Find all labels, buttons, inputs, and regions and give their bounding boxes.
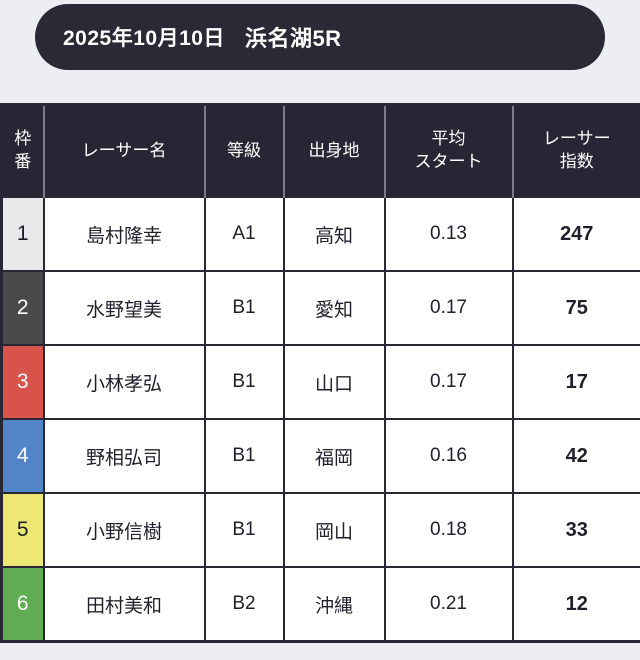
avg-start-cell: 0.16 <box>383 418 514 494</box>
table-row: 1 島村隆幸 A1 高知 0.13 247 <box>0 196 640 272</box>
table-row: 5 小野信樹 B1 岡山 0.18 33 <box>0 492 640 568</box>
waku-number-cell: 1 <box>0 196 45 272</box>
race-date: 2025年10月10日 <box>63 27 225 50</box>
racer-index-cell: 12 <box>511 566 640 643</box>
grade-cell: B1 <box>203 344 285 420</box>
racer-table-header: 枠 番 レーサー名 等級 出身地 平均 スタート レーサー 指数 <box>1 104 640 197</box>
table-row: 6 田村美和 B2 沖縄 0.21 12 <box>0 566 640 643</box>
racer-index-cell: 42 <box>511 418 640 494</box>
grade-cell: B1 <box>203 492 285 568</box>
racer-name-cell: 水野望美 <box>42 270 206 346</box>
waku-number-cell: 5 <box>0 492 45 568</box>
grade-cell: A1 <box>203 196 285 272</box>
avg-start-cell: 0.13 <box>383 196 514 272</box>
origin-cell: 沖縄 <box>282 566 386 643</box>
col-header-avg-start: 平均 スタート <box>384 104 514 197</box>
origin-cell: 高知 <box>282 196 386 272</box>
race-title: 浜名湖5R <box>244 26 342 51</box>
table-row: 4 野相弘司 B1 福岡 0.16 42 <box>0 418 640 494</box>
waku-number-cell: 2 <box>0 270 45 346</box>
col-header-waku: 枠 番 <box>1 104 45 197</box>
racer-index-cell: 33 <box>511 492 640 568</box>
avg-start-cell: 0.18 <box>383 492 514 568</box>
waku-number-cell: 3 <box>0 344 45 420</box>
grade-cell: B2 <box>203 566 285 643</box>
avg-start-cell: 0.21 <box>383 566 514 643</box>
col-header-grade: 等級 <box>204 104 285 197</box>
waku-number-cell: 6 <box>0 566 45 643</box>
racer-index-cell: 17 <box>511 344 640 420</box>
racer-name-cell: 島村隆幸 <box>42 196 206 272</box>
origin-cell: 福岡 <box>282 418 386 494</box>
racer-name-cell: 小野信樹 <box>42 492 206 568</box>
grade-cell: B1 <box>203 270 285 346</box>
racer-index-cell: 247 <box>511 196 640 272</box>
race-header: 2025年10月10日 浜名湖5R <box>35 4 605 70</box>
col-header-name: レーサー名 <box>43 104 206 197</box>
origin-cell: 岡山 <box>282 492 386 568</box>
racer-name-cell: 小林孝弘 <box>42 344 206 420</box>
waku-number-cell: 4 <box>0 418 45 494</box>
avg-start-cell: 0.17 <box>383 270 514 346</box>
racer-name-cell: 野相弘司 <box>42 418 206 494</box>
grade-cell: B1 <box>203 418 285 494</box>
racer-index-cell: 75 <box>511 270 640 346</box>
racer-table: 枠 番 レーサー名 等級 出身地 平均 スタート レーサー 指数 1 島村隆幸 … <box>0 103 640 643</box>
col-header-origin: 出身地 <box>283 104 386 197</box>
header-row: 枠 番 レーサー名 等級 出身地 平均 スタート レーサー 指数 <box>1 104 640 197</box>
table-row: 3 小林孝弘 B1 山口 0.17 17 <box>0 344 640 420</box>
col-header-index: レーサー 指数 <box>512 104 640 197</box>
avg-start-cell: 0.17 <box>383 344 514 420</box>
origin-cell: 愛知 <box>282 270 386 346</box>
origin-cell: 山口 <box>282 344 386 420</box>
racer-name-cell: 田村美和 <box>42 566 206 643</box>
table-row: 2 水野望美 B1 愛知 0.17 75 <box>0 270 640 346</box>
